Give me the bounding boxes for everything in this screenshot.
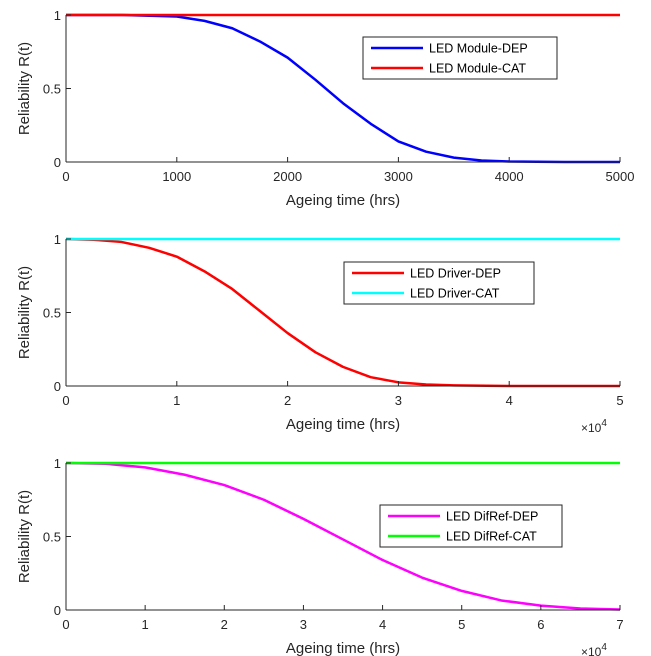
x-axis-multiplier: ×104 xyxy=(581,418,607,435)
y-tick-label: 1 xyxy=(54,232,61,247)
x-axis-multiplier: ×104 xyxy=(581,642,607,656)
legend-label-2: LED Driver-CAT xyxy=(410,287,500,301)
y-axis-label: Reliability R(t) xyxy=(16,42,33,135)
series-group xyxy=(66,13,620,164)
legend-label-1: LED Driver-DEP xyxy=(410,267,501,281)
y-tick-label: 0.5 xyxy=(43,82,61,97)
series-line-1 xyxy=(65,461,621,611)
chart-panel-3: 0 1 2 3 4 5 6 7 0 0.5 1 Ageing time (hrs) Reliabilit… xyxy=(16,456,624,656)
x-tick-label: 3 xyxy=(300,617,307,632)
x-tick-label: 1 xyxy=(142,617,149,632)
x-tick-label: 5 xyxy=(458,617,465,632)
y-tick-label: 0 xyxy=(54,603,61,618)
legend: LED Module-DEP LED Module-CAT xyxy=(362,36,558,80)
y-tick-label: 0.5 xyxy=(43,530,61,545)
x-tick-label: 4000 xyxy=(495,169,524,184)
chart-panel-2: 0 1 2 3 4 5 0 0.5 1 Ageing time (hrs) Reliability … xyxy=(16,232,624,435)
x-tick-label: 7 xyxy=(616,617,623,632)
legend-box xyxy=(379,504,563,548)
y-tick-label: 0 xyxy=(54,379,61,394)
series-line-1 xyxy=(66,13,620,164)
y-axis-label: Reliability R(t) xyxy=(16,266,33,359)
legend: LED Driver-DEP LED Driver-CAT xyxy=(343,261,535,305)
y-tick-label: 1 xyxy=(54,8,61,23)
legend: LED DifRef-DEP LED DifRef-CAT xyxy=(379,504,563,548)
x-tick-label: 0 xyxy=(62,169,69,184)
y-tick-label: 1 xyxy=(54,456,61,471)
x-tick-label: 3000 xyxy=(384,169,413,184)
series-group xyxy=(65,461,621,611)
x-tick-label: 2 xyxy=(221,617,228,632)
legend-label-2: LED Module-CAT xyxy=(429,62,526,76)
legend-label-1: LED Module-DEP xyxy=(429,42,528,56)
x-tick-label: 1 xyxy=(173,393,180,408)
y-tick-label: 0 xyxy=(54,155,61,170)
series-line-1 xyxy=(65,237,620,388)
x-axis-label: Ageing time (hrs) xyxy=(286,640,400,656)
x-tick-label: 2 xyxy=(284,393,291,408)
x-tick-label: 5000 xyxy=(606,169,635,184)
y-tick-label: 0.5 xyxy=(43,306,61,321)
x-tick-label: 5 xyxy=(616,393,623,408)
legend-label-2: LED DifRef-CAT xyxy=(446,530,537,544)
x-tick-label: 0 xyxy=(62,617,69,632)
x-tick-label: 4 xyxy=(379,617,386,632)
x-axis-label: Ageing time (hrs) xyxy=(286,192,400,209)
legend-label-1: LED DifRef-DEP xyxy=(446,510,538,524)
x-axis-label: Ageing time (hrs) xyxy=(286,416,400,433)
x-tick-label: 3 xyxy=(395,393,402,408)
x-tick-label: 4 xyxy=(506,393,513,408)
x-tick-label: 2000 xyxy=(273,169,302,184)
x-tick-label: 0 xyxy=(62,393,69,408)
chart-panel-1: 0 1000 2000 3000 4000 5000 0 0.5 1 Ageing time (h… xyxy=(16,8,634,209)
y-axis-label: Reliability R(t) xyxy=(16,490,33,583)
x-tick-label: 1000 xyxy=(162,169,191,184)
legend-box xyxy=(343,261,535,305)
series-group xyxy=(65,237,620,388)
legend-box xyxy=(362,36,558,80)
x-tick-label: 6 xyxy=(537,617,544,632)
